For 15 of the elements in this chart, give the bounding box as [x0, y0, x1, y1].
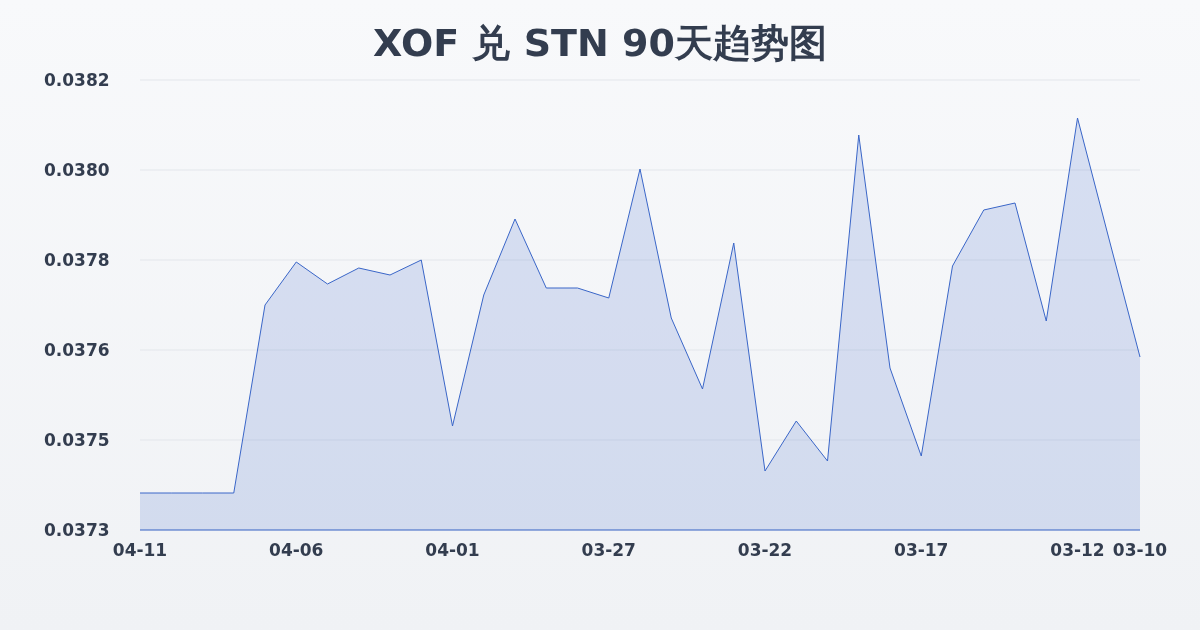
- x-tick-label: 04-11: [112, 540, 168, 561]
- x-tick-label: 03-12: [1050, 540, 1105, 561]
- y-tick-label: 0.0375: [44, 430, 110, 451]
- x-tick-label: 03-22: [737, 540, 793, 561]
- x-tick-label: 04-06: [269, 540, 324, 561]
- y-tick-label: 0.0373: [44, 520, 110, 541]
- y-tick-label: 0.0376: [44, 340, 110, 361]
- y-tick-label: 0.0380: [44, 160, 110, 181]
- chart-title: XOF 兑 STN 90天趋势图: [372, 20, 828, 67]
- y-tick-label: 0.0382: [44, 70, 110, 91]
- y-tick-label: 0.0378: [44, 250, 110, 271]
- x-tick-label: 04-01: [425, 540, 480, 561]
- x-tick-label: 03-10: [1112, 540, 1168, 561]
- x-tick-label: 03-17: [894, 540, 949, 561]
- x-tick-label: 03-27: [581, 540, 636, 561]
